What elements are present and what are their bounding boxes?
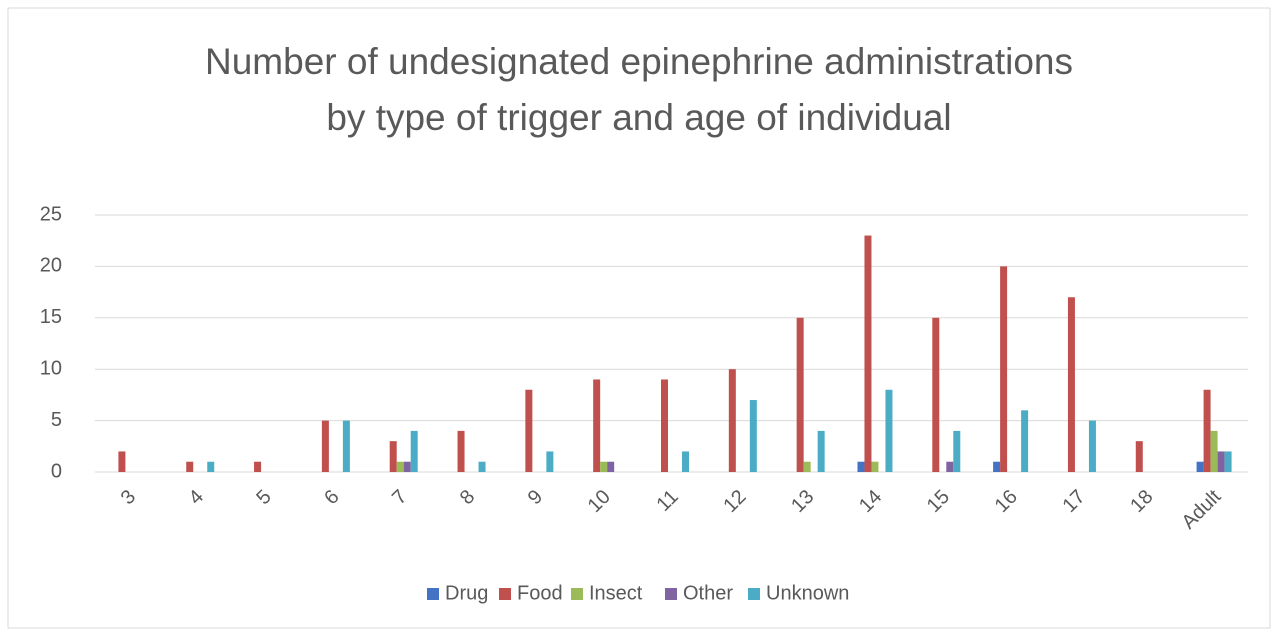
bar — [593, 379, 601, 472]
x-tick-label: 14 — [855, 486, 886, 517]
x-tick-label: Adult — [1178, 485, 1226, 533]
legend-label: Insect — [589, 582, 643, 604]
bar — [1135, 441, 1143, 472]
bar — [118, 451, 126, 472]
bar — [803, 461, 811, 472]
x-tick-label: 8 — [456, 486, 479, 509]
bar — [396, 461, 404, 472]
bar — [1021, 410, 1029, 472]
bar — [871, 461, 879, 472]
x-tick-label: 7 — [388, 486, 411, 509]
bar — [321, 420, 329, 472]
x-tick-label: 10 — [584, 486, 615, 517]
bar — [728, 369, 736, 472]
bar — [478, 461, 486, 472]
x-tick-label: 18 — [1126, 486, 1157, 517]
bar — [749, 400, 757, 472]
bar — [1217, 451, 1225, 472]
bar — [607, 461, 615, 472]
bar — [457, 430, 465, 472]
x-tick-label: 11 — [653, 486, 683, 516]
chart-border — [7, 7, 1271, 629]
bar — [1196, 461, 1204, 472]
y-tick-label: 0 — [51, 460, 62, 482]
bar — [857, 461, 865, 472]
bar — [661, 379, 668, 472]
bar — [403, 461, 411, 472]
bar — [817, 430, 825, 472]
y-tick-label: 5 — [51, 409, 62, 431]
x-tick-label: 3 — [117, 486, 140, 509]
legend-swatch — [499, 588, 511, 600]
bar — [932, 317, 940, 472]
bar — [410, 430, 418, 472]
legend-label: Food — [517, 582, 563, 604]
x-tick-label: 15 — [923, 486, 954, 517]
bar — [885, 389, 893, 472]
chart-title: Number of undesignated epinephrine admin… — [205, 41, 1073, 138]
y-tick-label: 10 — [40, 357, 62, 379]
bar — [186, 461, 194, 472]
legend-swatch — [571, 588, 583, 600]
bar — [1067, 297, 1075, 472]
x-tick-label: 12 — [719, 486, 750, 517]
bar — [1224, 451, 1232, 472]
legend-label: Other — [683, 582, 733, 604]
bar — [600, 461, 608, 472]
x-tick-label: 5 — [252, 486, 275, 509]
x-tick-label: 9 — [524, 486, 547, 509]
legend-swatch — [748, 588, 760, 600]
x-tick-label: 17 — [1058, 486, 1089, 517]
x-tick-label: 13 — [787, 486, 818, 517]
legend-swatch — [427, 588, 439, 600]
bar — [1088, 420, 1096, 472]
x-tick-label: 4 — [185, 486, 208, 509]
x-tick-label: 6 — [320, 486, 343, 509]
bar — [389, 441, 397, 472]
bar — [525, 389, 533, 472]
legend-label: Drug — [445, 582, 488, 604]
bar — [207, 461, 215, 472]
legend-swatch — [665, 588, 677, 600]
bar — [342, 420, 350, 472]
bar — [946, 461, 954, 472]
y-tick-label: 20 — [40, 255, 62, 277]
bar — [864, 235, 872, 472]
x-tick-label: 16 — [991, 486, 1022, 517]
bar — [254, 461, 262, 472]
bar — [1000, 266, 1008, 472]
bar — [993, 461, 1001, 472]
bar — [953, 430, 961, 472]
bar — [546, 451, 554, 472]
bar — [1210, 430, 1218, 472]
bar — [682, 451, 689, 472]
y-tick-label: 15 — [40, 306, 62, 328]
legend-label: Unknown — [766, 582, 849, 604]
bar — [1203, 389, 1211, 472]
bar — [796, 317, 804, 472]
y-tick-label: 25 — [40, 203, 62, 225]
